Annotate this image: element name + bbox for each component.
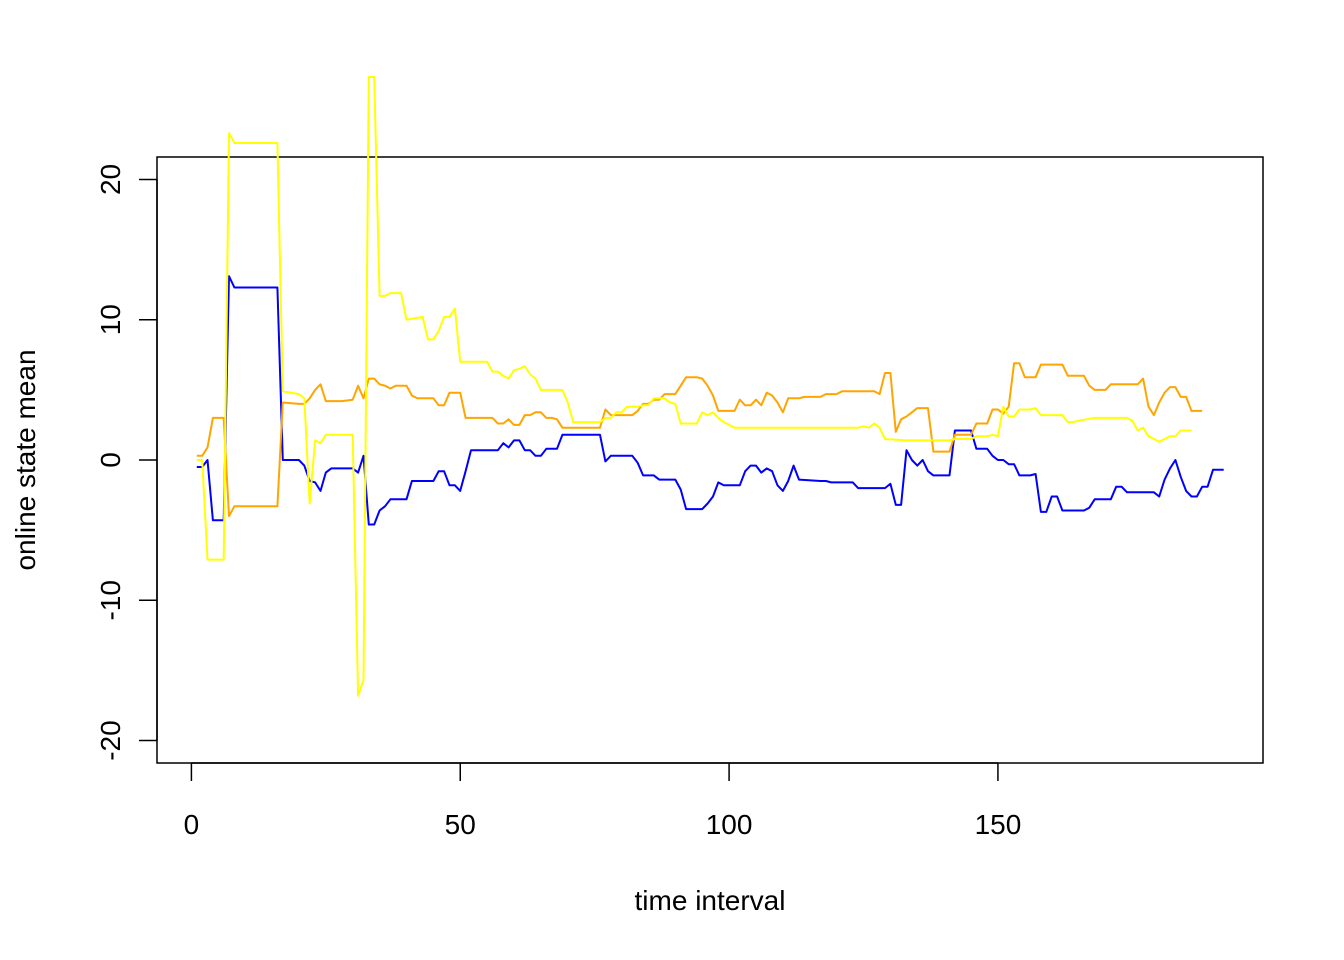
x-tick-label: 150 bbox=[975, 809, 1022, 840]
y-tick-label: 0 bbox=[95, 452, 126, 468]
y-axis-label: online state mean bbox=[10, 349, 41, 570]
y-axis: -20 -10 0 10 20 bbox=[95, 164, 158, 761]
series-line-2 bbox=[196, 362, 1203, 518]
y-tick-label: 20 bbox=[95, 164, 126, 195]
y-tick-label: 10 bbox=[95, 304, 126, 335]
series-line-1 bbox=[196, 275, 1224, 526]
x-axis-label: time interval bbox=[635, 885, 786, 916]
plot-frame bbox=[156, 156, 1264, 764]
y-tick-label: -10 bbox=[95, 580, 126, 620]
x-tick-label: 100 bbox=[706, 809, 753, 840]
x-tick-label: 50 bbox=[445, 809, 476, 840]
x-axis: 0 50 100 150 bbox=[184, 762, 1022, 840]
series-layer bbox=[196, 76, 1224, 697]
series-line-3 bbox=[196, 76, 1192, 697]
y-tick-label: -20 bbox=[95, 720, 126, 760]
x-tick-label: 0 bbox=[184, 809, 200, 840]
